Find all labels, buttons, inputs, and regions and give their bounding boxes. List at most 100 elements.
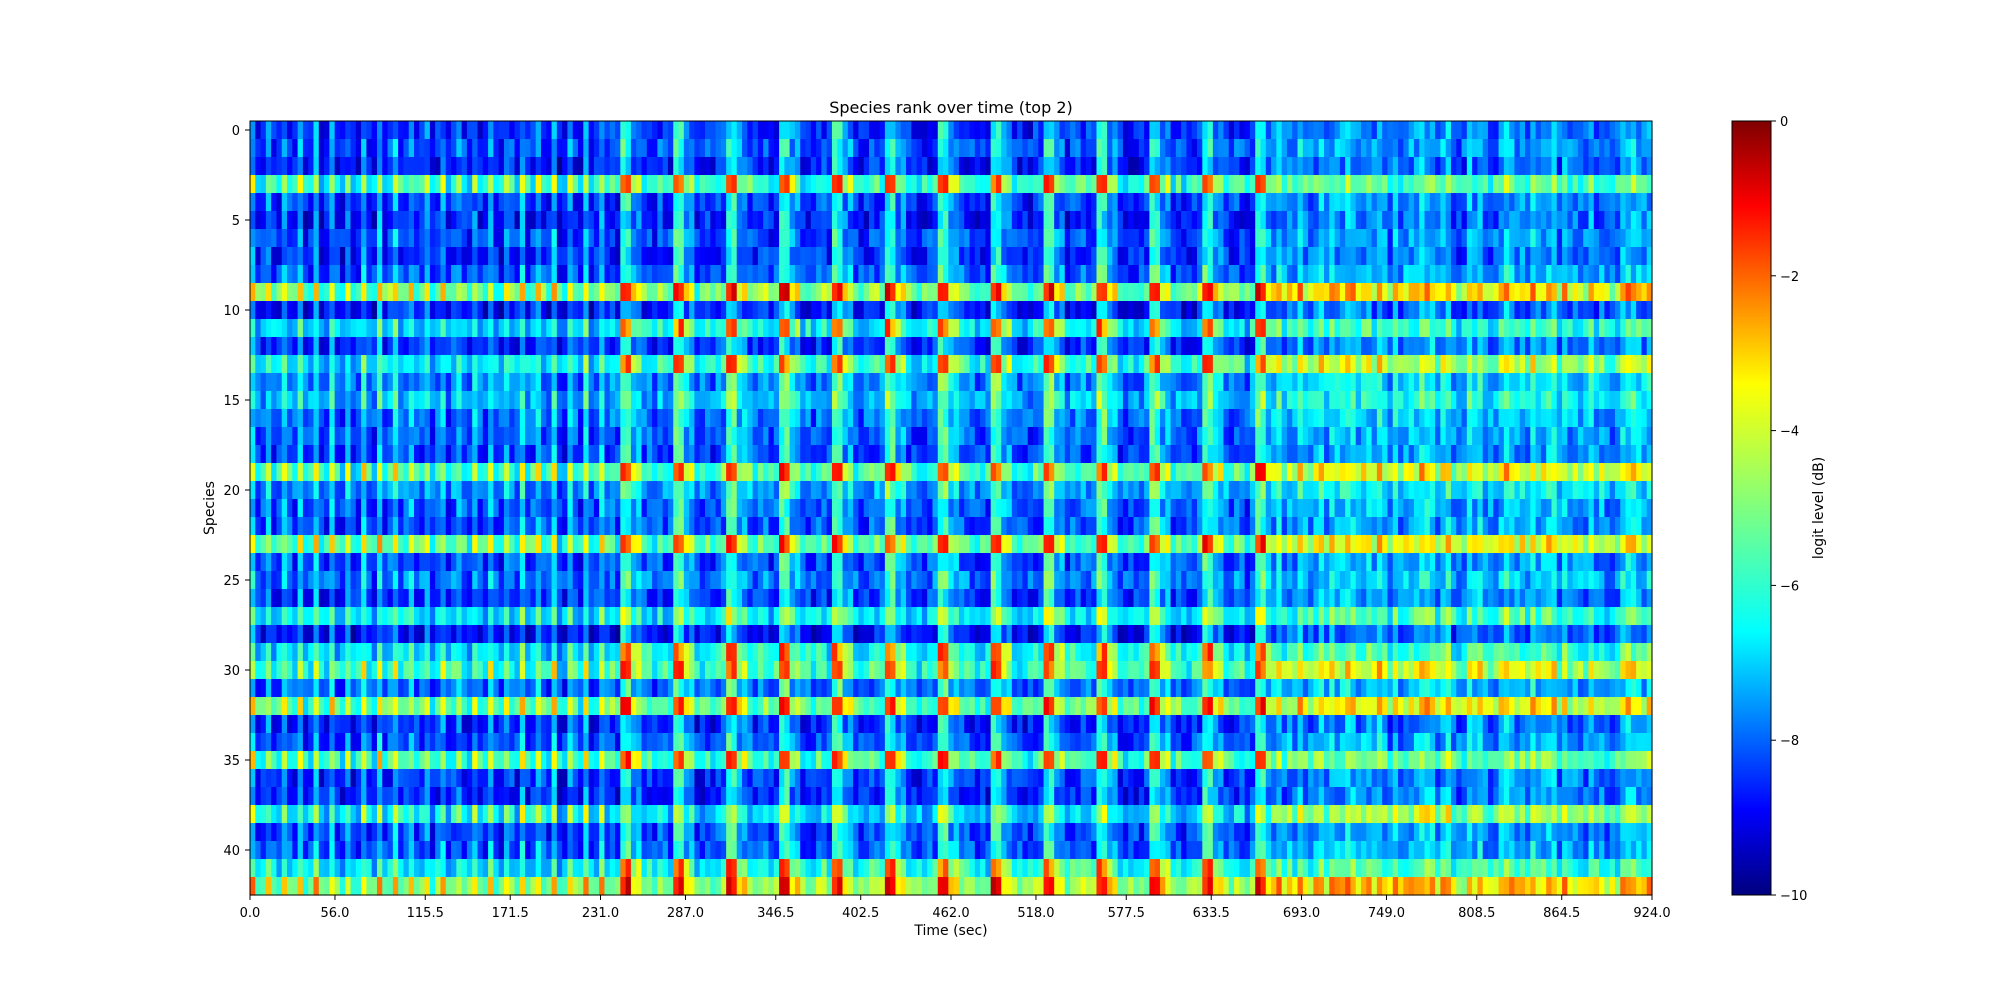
heatmap-cell [509,859,516,878]
heatmap-cell [747,571,754,590]
heatmap-cell [414,571,420,590]
heatmap-cell [641,877,648,896]
heatmap-cell [816,373,822,392]
heatmap-cell [768,859,775,878]
heatmap-cell [572,715,579,734]
heatmap-cell [509,175,516,194]
heatmap-cell [308,265,315,284]
heatmap-cell [302,229,309,248]
heatmap-cell [276,139,283,158]
heatmap-cell [593,643,600,662]
heatmap-cell [578,643,584,662]
heatmap-cell [398,859,405,878]
heatmap-cell [789,535,796,554]
heatmap-cell [334,805,341,824]
heatmap-cell [361,643,367,662]
heatmap-cell [578,787,584,806]
heatmap-cell [318,211,325,230]
heatmap-cell [387,769,394,788]
heatmap-cell [826,499,833,518]
heatmap-cell [858,679,865,698]
heatmap-cell [556,553,563,572]
heatmap-cell [694,571,701,590]
heatmap-cell [366,715,373,734]
heatmap-cell [657,427,664,446]
heatmap-cell [704,355,711,374]
heatmap-cell [488,463,494,482]
heatmap-cell [456,229,463,248]
heatmap-cell [694,481,701,500]
heatmap-cell [747,697,754,716]
heatmap-cell [673,283,680,302]
heatmap-cell [710,751,717,770]
heatmap-cell [562,589,569,608]
heatmap-cell [350,571,357,590]
heatmap-cell [789,697,796,716]
heatmap-cell [345,733,352,752]
heatmap-cell [826,607,833,626]
heatmap-cell [514,859,521,878]
heatmap-cell [361,139,367,158]
heatmap-cell [477,553,484,572]
heatmap-cell [567,661,574,680]
heatmap-cell [429,877,436,896]
heatmap-cell [355,121,362,140]
heatmap-cell [800,715,807,734]
heatmap-cell [503,769,510,788]
heatmap-cell [445,697,452,716]
heatmap-cell [572,373,579,392]
heatmap-cell [673,679,680,698]
heatmap-cell [720,319,727,338]
heatmap-cell [630,265,637,284]
heatmap-cell [493,589,500,608]
heatmap-cell [297,373,304,392]
heatmap-cell [509,823,516,842]
heatmap-cell [810,481,817,500]
heatmap-cell [339,445,346,464]
heatmap-cell [429,769,436,788]
heatmap-cell [689,139,696,158]
heatmap-cell [250,409,256,428]
heatmap-cell [271,553,278,572]
heatmap-cell [831,607,838,626]
heatmap-cell [503,409,510,428]
heatmap-cell [630,193,637,212]
heatmap-cell [255,121,262,140]
heatmap-cell [493,463,500,482]
heatmap-cell [477,427,484,446]
heatmap-cell [540,769,547,788]
heatmap-cell [461,877,468,896]
heatmap-cell [472,157,479,176]
heatmap-cell [250,283,256,302]
heatmap-cell [292,787,299,806]
heatmap-cell [742,373,748,392]
heatmap-cell [620,661,627,680]
heatmap-cell [593,769,600,788]
heatmap-cell [615,571,621,590]
heatmap-cell [324,733,330,752]
heatmap-cell [784,715,791,734]
heatmap-cell [620,625,627,644]
heatmap-cell [800,571,807,590]
heatmap-cell [255,373,262,392]
heatmap-cell [292,805,299,824]
heatmap-cell [493,283,500,302]
heatmap-cell [398,607,405,626]
heatmap-cell [779,427,785,446]
heatmap-cell [355,391,362,410]
heatmap-cell [736,589,743,608]
heatmap-cell [704,283,711,302]
heatmap-cell [615,373,621,392]
heatmap-cell [562,211,569,230]
heatmap-cell [784,445,791,464]
heatmap-cell [826,283,833,302]
heatmap-cell [456,499,463,518]
heatmap-cell [355,823,362,842]
heatmap-cell [403,427,410,446]
heatmap-cell [260,139,267,158]
heatmap-cell [588,391,595,410]
heatmap-cell [789,463,796,482]
heatmap-cell [636,877,643,896]
heatmap-cell [366,247,373,266]
heatmap-cell [414,661,420,680]
